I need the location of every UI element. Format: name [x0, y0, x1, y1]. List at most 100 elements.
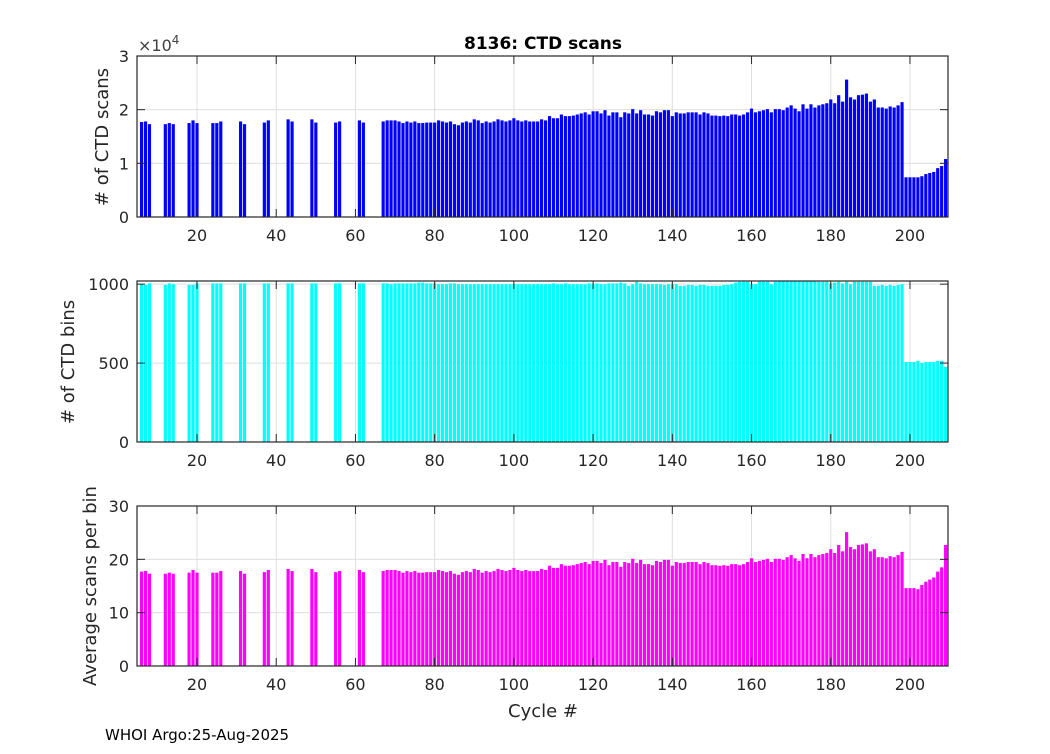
- x-tick-label: 80: [424, 675, 444, 694]
- bar-scans-cycle-97: [500, 120, 504, 217]
- axes-box: [136, 280, 949, 443]
- bar-avg-cycle-108: [543, 570, 548, 666]
- bar-scans-cycle-200: [908, 177, 912, 217]
- bar-scans-cycle-154: [726, 116, 730, 217]
- bar-bins-cycle-183: [841, 283, 845, 442]
- bar-avg-cycle-6: [139, 571, 144, 666]
- bar-avg-cycle-139: [666, 559, 670, 666]
- bar-bins-cycle-25: [215, 283, 219, 442]
- bar-avg-cycle-135: [650, 565, 655, 666]
- bar-bins-cycle-105: [532, 284, 536, 442]
- bar-avg-cycle-136: [654, 560, 659, 666]
- bar-bins-cycle-113: [563, 283, 567, 442]
- bar-scans-cycle-162: [757, 111, 762, 217]
- bar-bins-cycle-146: [694, 285, 698, 442]
- bar-bins-cycle-168: [781, 281, 785, 442]
- bar-bins-cycle-120: [591, 284, 595, 442]
- bar-avg-cycle-194: [884, 558, 888, 666]
- bar-avg-cycle-162: [757, 560, 762, 666]
- bar-scans-cycle-115: [571, 115, 575, 217]
- x-tick-label: 200: [895, 451, 926, 470]
- bar-avg-cycle-37: [262, 572, 266, 666]
- bar-scans-cycle-69: [389, 120, 393, 217]
- bar-scans-cycle-18: [187, 123, 191, 217]
- bar-scans-cycle-102: [520, 121, 524, 217]
- bar-scans-cycle-44: [290, 121, 294, 217]
- bar-scans-cycle-100: [512, 118, 516, 217]
- bar-bins-cycle-100: [512, 284, 516, 442]
- bar-bins-cycle-13: [167, 283, 171, 442]
- bar-bins-cycle-207: [936, 360, 940, 442]
- bar-scans-cycle-121: [595, 111, 599, 217]
- bar-scans-cycle-202: [916, 177, 920, 217]
- bar-scans-cycle-111: [555, 118, 560, 217]
- bar-scans-cycle-99: [508, 120, 512, 217]
- bar-bins-cycle-56: [338, 283, 342, 442]
- bar-avg-cycle-113: [563, 565, 567, 666]
- bar-scans-cycle-114: [567, 116, 571, 217]
- bar-bins-cycle-131: [635, 281, 639, 442]
- bar-bins-cycle-150: [710, 285, 714, 442]
- bar-bins-cycle-88: [464, 284, 468, 442]
- bar-scans-cycle-197: [896, 105, 900, 217]
- bar-bins-cycle-140: [670, 284, 674, 442]
- bar-avg-cycle-172: [797, 560, 801, 666]
- bar-avg-cycle-84: [448, 571, 453, 666]
- bar-avg-cycle-205: [928, 579, 932, 666]
- bar-scans-cycle-169: [785, 107, 789, 217]
- bar-avg-cycle-145: [690, 562, 694, 666]
- bar-avg-cycle-103: [524, 570, 528, 666]
- bar-scans-cycle-93: [484, 121, 488, 217]
- x-tick-label: 180: [815, 226, 846, 245]
- bar-bins-cycle-199: [904, 361, 908, 442]
- bar-bins-cycle-117: [579, 284, 583, 442]
- bar-avg-cycle-123: [603, 559, 607, 666]
- bar-bins-cycle-172: [797, 281, 801, 442]
- bar-scans-cycle-108: [543, 120, 548, 217]
- bar-bins-cycle-107: [540, 284, 544, 442]
- bar-scans-cycle-56: [338, 121, 342, 217]
- bar-scans-cycle-55: [334, 122, 338, 217]
- bar-scans-cycle-144: [686, 112, 690, 217]
- bar-avg-cycle-179: [825, 552, 829, 666]
- bar-scans-cycle-124: [607, 115, 611, 217]
- bar-avg-cycle-62: [361, 572, 365, 666]
- bar-avg-cycle-7: [143, 571, 148, 666]
- bar-avg-cycle-169: [785, 557, 789, 666]
- bar-bins-cycle-203: [920, 362, 924, 442]
- bar-bins-cycle-112: [559, 284, 563, 442]
- bar-bins-cycle-128: [623, 283, 627, 442]
- bar-avg-cycle-204: [924, 581, 928, 666]
- bar-scans-cycle-192: [876, 107, 880, 217]
- bar-scans-cycle-103: [524, 120, 528, 217]
- bar-scans-cycle-85: [452, 124, 457, 217]
- bar-avg-cycle-150: [710, 565, 714, 666]
- footer-stamp: WHOI Argo:25-Aug-2025: [105, 726, 289, 744]
- bar-scans-cycle-137: [658, 112, 663, 217]
- bar-scans-cycle-13: [167, 123, 171, 217]
- bar-avg-cycle-190: [868, 551, 872, 666]
- bar-bins-cycle-70: [393, 283, 397, 442]
- bar-bins-cycle-195: [888, 284, 892, 442]
- bar-bins-cycle-158: [742, 281, 746, 442]
- bar-bins-cycle-103: [524, 284, 528, 442]
- bar-avg-cycle-207: [936, 571, 940, 666]
- bar-avg-cycle-193: [880, 557, 884, 666]
- bar-scans-cycle-72: [401, 123, 405, 217]
- x-tick-label: 100: [499, 226, 530, 245]
- bar-bins-cycle-31: [238, 283, 243, 442]
- bar-avg-cycle-68: [385, 570, 389, 666]
- bar-avg-cycle-200: [908, 588, 912, 666]
- y-tick-label: 1000: [88, 275, 129, 294]
- bar-avg-cycle-90: [472, 568, 476, 666]
- bar-bins-cycle-170: [789, 281, 793, 442]
- bar-bins-cycle-165: [769, 284, 773, 442]
- x-tick-label: 180: [815, 675, 846, 694]
- bar-avg-cycle-104: [528, 571, 532, 666]
- bar-bins-cycle-108: [543, 284, 548, 442]
- bar-scans-cycle-133: [643, 114, 647, 217]
- bar-scans-cycle-112: [559, 114, 563, 217]
- bar-scans-cycle-152: [718, 116, 722, 217]
- bar-avg-cycle-192: [876, 557, 880, 666]
- bar-avg-cycle-32: [242, 573, 247, 666]
